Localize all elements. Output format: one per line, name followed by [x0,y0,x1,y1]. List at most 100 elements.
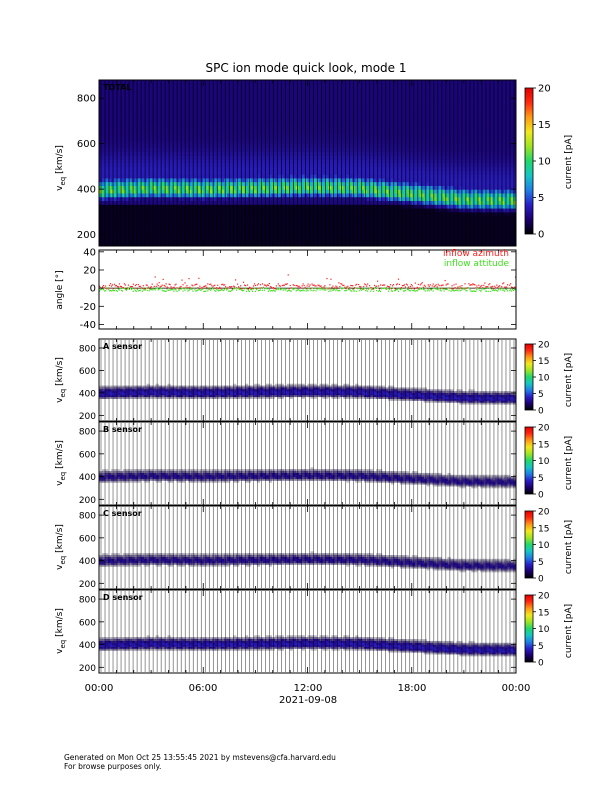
heat-cell [241,178,246,183]
heat-cell [277,219,281,224]
heat-cell [408,95,413,100]
heat-cell [164,117,168,122]
heat-cell [128,181,133,186]
heat-cell [280,174,284,179]
heat-cell [176,132,180,137]
heat-cell [405,117,410,122]
heat-cell [110,215,115,220]
heat-cell [310,87,314,92]
heat-cell [146,174,150,179]
heat-cell [101,106,106,111]
heat-cell [429,163,433,168]
heat-cell [289,159,293,164]
heat-cell [390,234,395,239]
heat-cell [182,113,186,119]
heat-cell [164,208,168,213]
heat-cell [152,132,156,137]
heat-cell [212,215,216,220]
heat-cell [107,151,112,156]
heat-cell [405,234,410,239]
heat-cell [289,117,293,122]
heat-cell [256,193,261,198]
heat-cell [316,113,320,119]
heat-cell [164,132,168,137]
heat-cell [316,147,320,152]
heat-cell [122,110,127,115]
heat-cell [304,98,308,103]
heat-cell [200,189,204,194]
heat-cell [113,132,118,137]
heat-cell [158,185,162,190]
heat-cell [274,83,279,88]
heat-cell [331,125,335,130]
heat-cell [107,125,112,130]
heat-cell [256,102,261,107]
heat-cell [128,144,133,149]
heat-cell [194,129,198,134]
heat-cell [268,174,273,179]
heat-cell [334,181,338,186]
heat-cell [149,170,153,175]
heat-cell [164,91,168,96]
heat-cell [393,91,398,96]
heat-cell [274,110,279,115]
heat-cell [355,87,359,92]
heat-cell [188,170,192,175]
heat-cell [301,166,305,171]
heat-cell [253,200,258,205]
heat-cell [361,234,365,239]
heat-cell [325,129,329,134]
heat-cell [381,117,386,122]
heat-cell [227,163,231,168]
heat-cell [367,147,371,152]
heat-cell [390,121,395,126]
heat-cell [188,189,192,194]
heat-cell [346,151,350,156]
heat-cell [206,136,210,141]
heat-cell [337,110,341,115]
heat-cell [268,215,273,220]
heat-cell [435,196,439,202]
heat-cell [423,159,427,164]
heat-cell [188,166,192,171]
heat-cell [170,234,174,239]
heat-cell [218,106,222,111]
heat-cell [113,155,118,160]
heat-cell [206,95,210,100]
heat-cell [215,185,219,190]
heat-cell [209,110,213,115]
heat-cell [316,163,320,168]
heat-cell [241,163,246,168]
heat-cell [349,121,353,126]
heat-cell [292,163,296,168]
heat-cell [370,185,374,190]
heat-cell [378,151,383,156]
heat-cell [107,121,112,126]
heat-cell [253,166,258,171]
heat-cell [158,170,162,175]
heat-cell [227,91,231,96]
heat-cell [218,238,222,243]
heat-cell [230,193,234,198]
heat-cell [116,117,121,122]
heat-cell [343,215,347,220]
heat-cell [378,193,383,198]
heat-cell [370,136,374,141]
heat-cell [367,132,371,137]
heat-cell [101,98,106,103]
heat-cell [396,159,401,164]
heat-cell [188,163,192,168]
heat-cell [268,170,273,175]
heat-cell [215,117,219,122]
heat-cell [405,91,410,96]
heat-cell [250,91,255,96]
heat-cell [417,196,421,202]
heat-cell [173,117,177,122]
heat-cell [393,204,398,209]
heat-cell [435,204,439,209]
heat-cell [349,234,353,239]
heat-cell [182,106,186,111]
heat-cell [301,215,305,220]
heat-cell [146,223,150,228]
heat-cell [393,200,398,205]
